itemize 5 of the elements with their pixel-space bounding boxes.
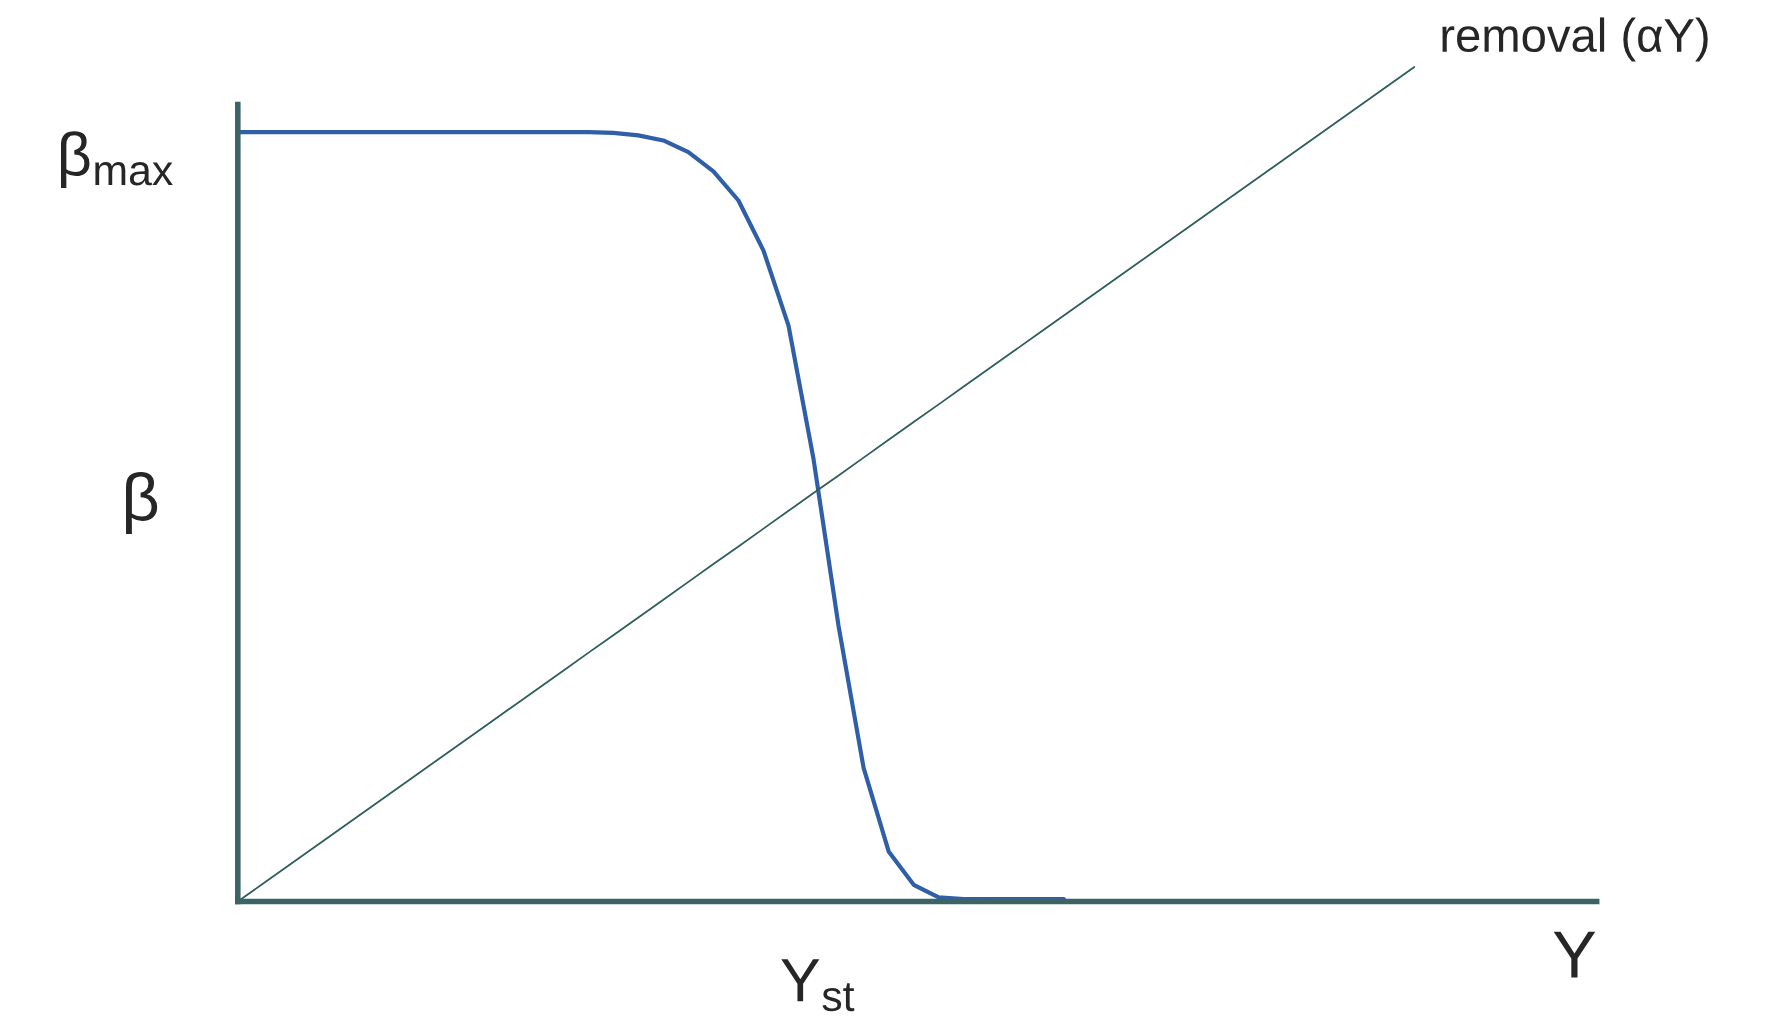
series-label: removal (αY) — [1442, 17, 1708, 62]
text: β$_{max}$ — [60, 131, 173, 189]
y-axis-title: β — [126, 471, 158, 535]
text: Y$_{st}$ — [781, 959, 855, 1012]
x-axis-title: Y — [1553, 931, 1596, 978]
